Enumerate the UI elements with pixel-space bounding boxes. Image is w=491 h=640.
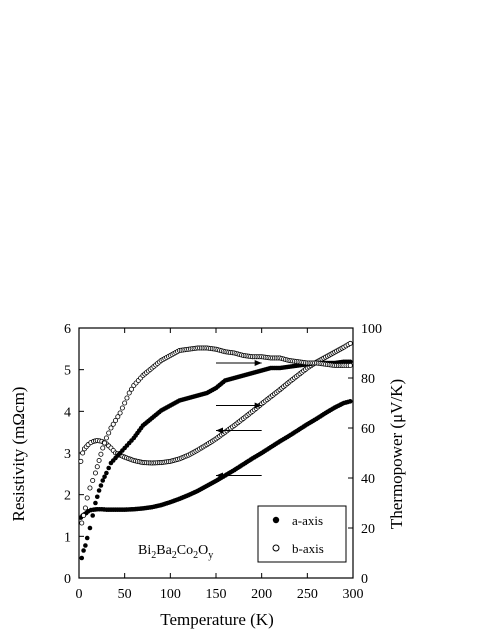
x-tick-label: 150 — [206, 587, 227, 602]
arrow-left — [216, 427, 262, 434]
data-point — [122, 400, 128, 406]
legend-box — [257, 505, 347, 563]
y-left-tick-label: 1 — [64, 530, 71, 545]
data-point — [81, 513, 87, 519]
data-point — [117, 410, 123, 416]
x-tick-label: 200 — [251, 587, 272, 602]
data-point — [124, 395, 130, 401]
y-right-tick-label: 100 — [361, 322, 382, 337]
arrow-right — [216, 402, 262, 409]
arrow-left — [216, 472, 262, 479]
legend-label-a-axis: a-axis — [292, 513, 323, 528]
data-point — [102, 440, 108, 446]
legend: a-axis b-axis — [257, 505, 347, 563]
x-tick-label: 0 — [76, 587, 83, 602]
data-point — [81, 548, 86, 553]
legend-marker-b-axis — [272, 544, 280, 552]
data-point — [79, 520, 85, 526]
y-left-tick-label: 5 — [64, 364, 71, 379]
data-point — [106, 465, 111, 471]
data-point — [92, 470, 98, 476]
data-point — [90, 477, 96, 483]
data-point — [87, 525, 93, 531]
data-point — [129, 386, 135, 392]
y-left-tick-label: 3 — [64, 447, 71, 462]
y-axis-right-label: Thermopower (μV/K) — [387, 379, 406, 529]
x-tick-label: 300 — [343, 587, 364, 602]
data-point — [84, 495, 90, 501]
data-point — [84, 535, 90, 541]
data-point — [83, 543, 88, 548]
data-point — [347, 340, 353, 346]
legend-label-b-axis: b-axis — [292, 541, 324, 556]
data-point — [113, 417, 119, 423]
y-right-tick-label: 40 — [361, 472, 375, 487]
series-a-axis-resistivity — [78, 399, 353, 520]
data-point — [94, 494, 100, 500]
series-b-axis-thermopower — [79, 345, 353, 526]
data-point — [126, 390, 132, 396]
data-point — [98, 451, 104, 457]
compound-annotation: Bi2Ba2Co2Oy — [138, 543, 213, 561]
y-left-tick-label: 0 — [64, 572, 71, 587]
data-point — [82, 505, 88, 511]
x-tick-label: 250 — [297, 587, 318, 602]
data-point — [80, 450, 86, 456]
x-tick-label: 100 — [160, 587, 181, 602]
y-right-tick-label: 20 — [361, 522, 375, 537]
data-point — [96, 488, 102, 493]
data-point — [100, 478, 106, 483]
data-point — [78, 458, 84, 464]
data-point — [103, 435, 109, 441]
data-point — [108, 425, 114, 431]
y-right-tick-label: 0 — [361, 572, 368, 587]
data-point — [119, 405, 125, 411]
y-left-tick-label: 6 — [64, 322, 71, 337]
data-point — [102, 474, 107, 480]
data-point — [96, 457, 102, 463]
data-point — [347, 362, 353, 368]
arrow-right — [216, 360, 262, 366]
data-point — [115, 414, 121, 420]
data-point — [106, 430, 112, 436]
data-point — [87, 485, 93, 491]
data-point — [79, 555, 85, 561]
x-axis-label: Temperature (K) — [160, 610, 274, 629]
series-b-axis-resistivity — [78, 340, 353, 466]
y-right-tick-label: 80 — [361, 372, 375, 387]
data-point — [347, 399, 353, 404]
data-point — [90, 513, 95, 518]
y-left-tick-label: 2 — [64, 489, 71, 504]
y-left-tick-label: 4 — [64, 405, 71, 420]
y-right-tick-label: 60 — [361, 422, 375, 437]
data-point — [100, 445, 106, 451]
legend-marker-a-axis — [272, 516, 280, 524]
data-point — [98, 483, 104, 488]
data-point — [110, 421, 116, 427]
data-point — [94, 464, 100, 470]
y-axis-left-label: Resistivity (mΩcm) — [9, 387, 28, 522]
data-point — [93, 500, 98, 506]
data-point — [104, 470, 109, 476]
data-point — [347, 359, 353, 365]
x-tick-label: 50 — [118, 587, 132, 602]
